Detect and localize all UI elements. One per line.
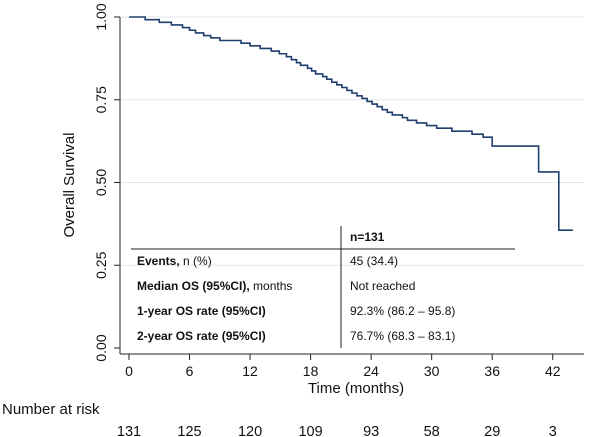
- inset-row-2yr-value: 76.7% (68.3 – 83.1): [350, 329, 455, 343]
- y-ticks: 0.00 0.25 0.50 0.75 1.00: [93, 3, 120, 362]
- inset-row-2yr-label: 2-year OS rate (95%CI): [137, 329, 266, 343]
- x-tick-label: 30: [424, 363, 440, 379]
- y-tick-label: 0.25: [93, 251, 109, 278]
- gridlines: [120, 16, 584, 266]
- inset-table-header: n=131: [350, 230, 385, 244]
- y-tick-label: 0.50: [93, 169, 109, 196]
- risk-count: 3: [549, 424, 557, 437]
- risk-table-title: Number at risk: [2, 401, 100, 418]
- inset-row-events-value: 45 (34.4): [350, 254, 398, 268]
- survival-curve: [129, 16, 573, 231]
- x-tick-label: 12: [242, 363, 258, 379]
- x-tick-label: 18: [303, 363, 319, 379]
- risk-count: 58: [424, 424, 440, 437]
- x-tick-label: 6: [186, 363, 194, 379]
- y-tick-label: 0.75: [93, 86, 109, 113]
- survival-step-line: [129, 16, 573, 231]
- inset-row-events-label: Events, n (%): [137, 254, 212, 268]
- risk-count: 93: [363, 424, 379, 437]
- x-ticks: 0 6 12 18 24 30 36 42: [125, 354, 561, 379]
- inset-table: n=131 Events, n (%) 45 (34.4) Median OS …: [131, 226, 515, 348]
- x-tick-label: 42: [545, 363, 561, 379]
- y-axis-title: Overall Survival: [61, 132, 78, 237]
- inset-row-median-label: Median OS (95%CI), months: [137, 279, 292, 293]
- risk-table: 131 125 120 109 93 58 29 3: [117, 424, 557, 437]
- x-axis-title: Time (months): [308, 380, 404, 397]
- inset-row-1yr-label: 1-year OS rate (95%CI): [137, 304, 266, 318]
- inset-row-median-value: Not reached: [350, 279, 415, 293]
- y-tick-label: 1.00: [93, 3, 109, 30]
- risk-count: 29: [484, 424, 500, 437]
- risk-count: 125: [177, 424, 201, 437]
- x-tick-label: 0: [125, 363, 133, 379]
- risk-count: 120: [238, 424, 262, 437]
- x-tick-label: 36: [484, 363, 500, 379]
- x-tick-label: 24: [363, 363, 379, 379]
- risk-count: 131: [117, 424, 141, 437]
- y-tick-label: 0.00: [93, 334, 109, 361]
- inset-row-1yr-value: 92.3% (86.2 – 95.8): [350, 304, 455, 318]
- risk-count: 109: [298, 424, 322, 437]
- axes: [119, 17, 584, 355]
